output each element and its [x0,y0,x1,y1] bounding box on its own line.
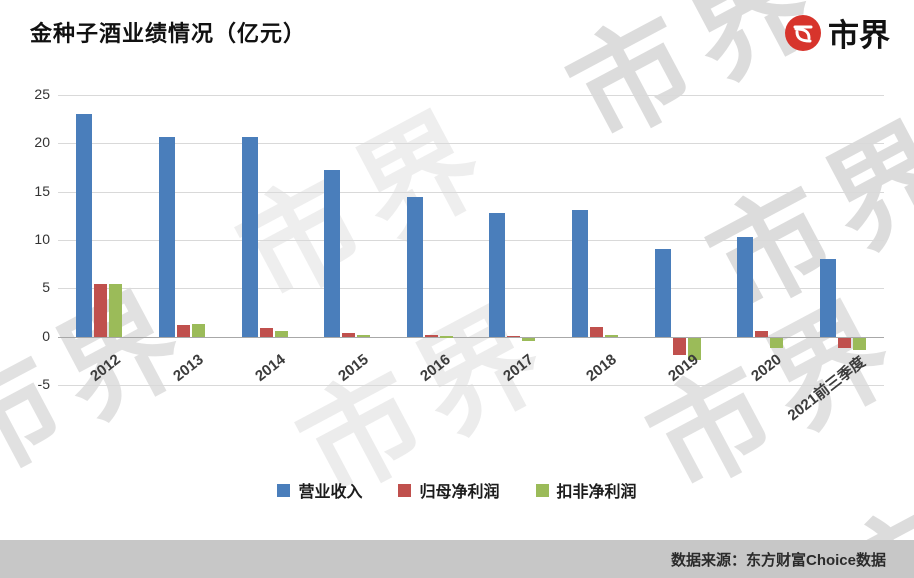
bar-营业收入-2013 [158,136,175,337]
y-axis-tick-label: 5 [42,279,50,296]
y-axis-tick-label: 20 [34,134,50,151]
bar-归母净利润-2015 [342,332,356,337]
bar-扣非净利润-2013 [191,324,205,337]
x-axis-tick-label: 2015 [334,350,372,385]
bar-归母净利润-2020 [755,331,769,337]
gridline [58,385,884,386]
bar-归母净利润-2012 [94,283,108,337]
x-axis-tick-label: 2013 [169,350,207,385]
bar-归母净利润-2019 [672,337,686,356]
y-axis-tick-label: -5 [37,376,50,392]
bar-扣非净利润-2012 [109,283,123,337]
gridline [58,143,884,145]
gridline [58,95,884,96]
bar-扣非净利润-2015 [357,335,371,337]
shijie-logo-icon [785,14,821,51]
y-axis-tick-label: 0 [42,327,50,344]
shijie-logo-text: 市界 [828,18,890,53]
bar-归母净利润-2016 [424,334,438,337]
legend-label: 扣非净利润 [556,484,637,501]
bar-营业收入-2018 [571,210,588,337]
bar-扣非净利润-2020 [770,337,784,348]
gridline [58,240,884,241]
x-axis-tick-label: 2014 [252,350,289,385]
data-source-text: 数据来源：东方财富Choice数据 [670,551,886,569]
bar-营业收入-2015 [324,170,341,337]
x-axis-tick-label: 2012 [87,350,124,385]
bar-归母净利润-2013 [176,325,190,337]
x-axis-tick-label: 2021前三季度 [784,353,870,424]
bar-扣非净利润-2019 [687,337,701,360]
legend-swatch [535,483,549,497]
gridline [58,191,884,193]
legend-swatch [277,483,291,497]
y-axis-tick-label: 25 [34,86,50,102]
x-axis-tick-label: 2016 [417,350,455,385]
x-axis-zero-line [58,336,884,338]
bar-扣非净利润-2017 [522,337,536,341]
y-axis-tick-label: 10 [34,231,50,247]
bar-扣非净利润-2014 [274,330,288,337]
bar-营业收入-2014 [241,136,258,337]
bar-归母净利润-2014 [259,328,273,337]
bar-营业收入-2016 [406,197,423,337]
bar-扣非净利润-2016 [439,336,453,338]
bar-扣非净利润-2018 [604,334,618,337]
page-title: 金种子酒业绩情况（亿元） [30,21,307,46]
bar-营业收入-2017 [489,212,506,337]
y-axis-tick-label: 15 [34,182,50,199]
shijie-logo: 市界 [784,10,890,55]
bar-营业收入-2021前三季度 [819,259,836,337]
legend-item: 扣非净利润 [535,478,637,502]
bar-扣非净利润-2021前三季度 [852,337,866,351]
chart-legend: 营业收入 归母净利润 扣非净利润 [0,478,914,502]
bar-营业收入-2019 [654,248,671,337]
bar-营业收入-2020 [737,237,754,337]
x-axis-tick-label: 2017 [500,350,537,385]
legend-label: 归母净利润 [419,484,500,501]
legend-label: 营业收入 [298,484,363,501]
footer-bar: 数据来源：东方财富Choice数据 [0,540,914,578]
bar-归母净利润-2017 [507,335,521,338]
bar-归母净利润-2018 [589,327,603,337]
legend-item: 营业收入 [277,478,362,502]
bar-营业收入-2012 [76,114,93,337]
gridline [58,288,884,290]
x-axis-tick-label: 2020 [747,350,785,385]
x-axis-tick-label: 2018 [582,350,620,385]
bar-归母净利润-2021前三季度 [837,337,851,349]
legend-item: 归母净利润 [398,478,500,502]
legend-swatch [398,483,412,497]
bar-chart-plot-area: -5 0 5 10 15 20 25 2012 2013 2014 2015 2016 2017 2018… [34,86,884,424]
